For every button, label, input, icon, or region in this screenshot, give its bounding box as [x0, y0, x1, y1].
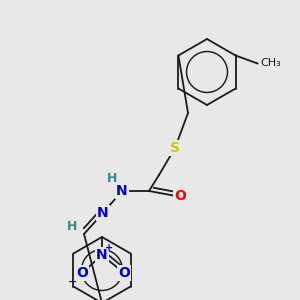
Text: N: N [96, 248, 108, 262]
Text: N: N [97, 206, 109, 220]
Text: N: N [116, 184, 128, 198]
Text: CH₃: CH₃ [261, 58, 281, 68]
Text: O: O [76, 266, 88, 280]
Text: H: H [67, 220, 77, 232]
Text: O: O [118, 266, 130, 280]
Text: S: S [170, 141, 180, 155]
Text: +: + [105, 243, 113, 253]
Text: O: O [174, 189, 186, 203]
Text: H: H [107, 172, 117, 185]
Text: −: − [68, 277, 78, 287]
